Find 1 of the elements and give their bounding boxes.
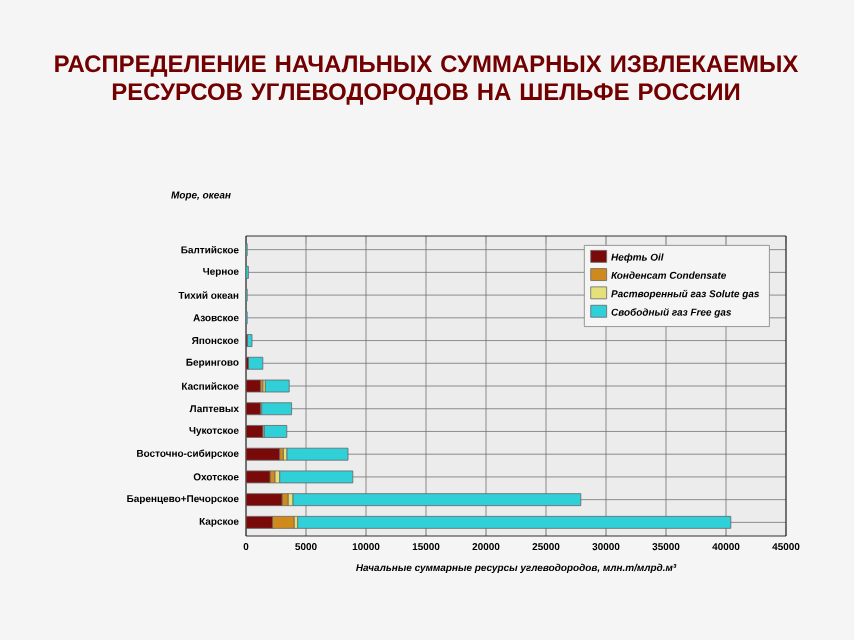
chart-title: РАСПРЕДЕЛЕНИЕ НАЧАЛЬНЫХ СУММАРНЫХ ИЗВЛЕКАЕМЫХ РЕСУРСОВ УГЛЕВОДОРОДОВ НА ШЕЛЬФЕ РОССИИ [55, 55, 799, 105]
